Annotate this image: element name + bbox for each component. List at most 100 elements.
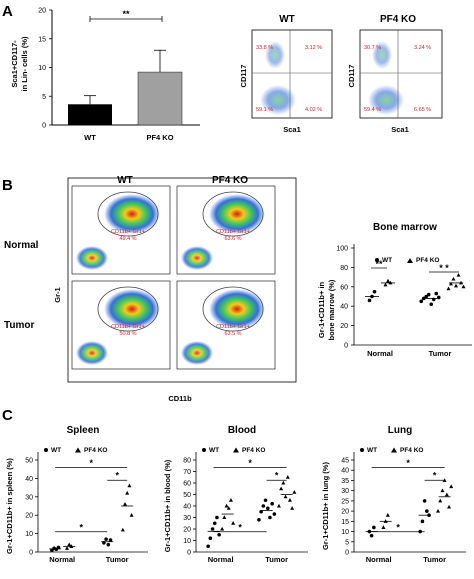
bm-legend-wt: WT [382, 257, 392, 264]
q-bl-pf4ko: 59.4 % [364, 107, 381, 113]
q-br-wt: 4.02 % [305, 107, 322, 113]
panel-a-ylabel-2: in Lin- cells (%) [20, 36, 29, 92]
x-label-normal: Normal [49, 555, 75, 564]
data-point-pf4ko [290, 506, 295, 510]
data-point-pf4ko [231, 521, 236, 525]
data-point-pf4ko [220, 526, 225, 531]
gate-label: CD11b+ Gr1+ [216, 324, 250, 330]
data-point-pf4ko [127, 483, 132, 488]
legend-marker-pf4ko [233, 447, 239, 453]
legend-marker-wt [44, 448, 48, 452]
y-tick: 70 [183, 469, 191, 476]
legend-pf4ko: PF4 KO [84, 447, 107, 454]
data-point-wt [425, 509, 429, 513]
x-label-normal: Normal [366, 555, 392, 564]
y-tick: 35 [341, 478, 349, 485]
data-point-pf4ko [456, 272, 461, 277]
data-point-wt [206, 544, 210, 549]
data-point-pf4ko [125, 490, 130, 495]
panel-b-flow-grid: WT PF4 KO Normal Tumor Gr-1 CD11b CD11b+… [4, 175, 297, 403]
panel-a-flow-pf4ko: PF4 KO 30.7 % 3.24 % 59.4 % 6.65 % CD117… [347, 14, 443, 134]
data-point-wt [372, 525, 376, 530]
data-point-pf4ko [383, 282, 388, 287]
sig-star: * [406, 458, 410, 468]
gate-plot: CD11b+ Gr1+63.6 % [176, 185, 276, 275]
chart-title: Lung [388, 425, 412, 436]
data-point-pf4ko [224, 503, 229, 508]
y-tick-label: 5 [42, 94, 46, 101]
x-label-pf4ko: PF4 KO [146, 133, 173, 142]
data-point-pf4ko [436, 508, 441, 513]
gate-value: 63.6 % [224, 236, 241, 242]
data-point-wt [56, 545, 61, 550]
legend-wt: WT [51, 447, 61, 454]
data-point-wt [257, 518, 261, 522]
bm-legend-pf4ko: PF4 KO [416, 257, 439, 264]
data-point-wt [217, 532, 221, 537]
data-point-pf4ko [454, 283, 458, 288]
x-label-normal: Normal [208, 555, 234, 564]
panel-a-letter: A [2, 3, 13, 20]
col-title-pf4ko: PF4 KO [212, 175, 248, 186]
data-point-pf4ko [285, 475, 290, 479]
x-label-tumor: Tumor [106, 555, 129, 564]
sig-a: ** [122, 9, 130, 19]
x-label-tumor: Tumor [265, 555, 288, 564]
col-title-wt: WT [117, 175, 133, 186]
data-point-wt [426, 292, 431, 297]
sig-star: * [275, 471, 279, 481]
data-point-pf4ko [438, 498, 443, 503]
bm-ylabel-1: Gr-1+CD11b+ in [317, 281, 326, 338]
data-point-wt [108, 538, 113, 542]
data-point-pf4ko [129, 513, 134, 517]
y-tick: 10 [341, 529, 349, 536]
panel-a-ylabel-1: Sca1+CD117- [10, 40, 19, 88]
chart-ylabel: Gr-1+CD11b+ in lung (%) [321, 462, 330, 550]
data-point-wt [367, 298, 372, 303]
y-tick-label: 10 [38, 65, 46, 72]
bm-ylabel-2: bone marrow (%) [327, 279, 336, 340]
gate-circle [97, 286, 159, 332]
q-tl-wt: 33.8 % [256, 45, 273, 51]
bm-x-tumor: Tumor [429, 349, 452, 358]
data-point-pf4ko [386, 278, 390, 283]
y-tick: 40 [25, 476, 33, 483]
legend-pf4ko: PF4 KO [242, 447, 265, 454]
q-tr-wt: 3.12 % [305, 45, 322, 51]
y-tick: 10 [183, 538, 191, 545]
bm-x-normal: Normal [367, 349, 393, 358]
flow-ylabel-pf4ko: CD117 [347, 65, 356, 88]
flow-xlabel-pf4ko: Sca1 [391, 125, 409, 134]
data-point-wt [215, 515, 219, 520]
q-br-pf4ko: 6.65 % [414, 107, 431, 113]
chart-title: Spleen [67, 425, 100, 436]
data-point-wt [106, 542, 111, 547]
panel-c-lung-chart: Lung Gr-1+CD11b+ in lung (%) 0 5 10 15 20 25 30 3… [321, 425, 466, 564]
data-point-wt [272, 512, 277, 516]
data-point-pf4ko [292, 490, 297, 494]
y-tick: 40 [341, 468, 349, 475]
y-tick: 30 [341, 488, 349, 495]
panel-c-blood-chart: Blood Gr-1+CD11b+ in blood (%) 0 10 20 30 40 50… [163, 425, 308, 564]
bm-y-tick: 100 [336, 246, 348, 253]
flow-xlabel-wt: Sca1 [283, 125, 301, 134]
legend-marker-pf4ko [75, 447, 81, 453]
bone-marrow-chart: Bone marrow Gr-1+CD11b+ in bone marrow (… [317, 222, 472, 358]
data-point-pf4ko [381, 525, 386, 529]
y-tick: 20 [341, 509, 349, 516]
y-tick: 20 [183, 527, 191, 534]
data-point-pf4ko [287, 498, 292, 502]
data-point-wt [212, 521, 217, 526]
bm-y-tick: 80 [340, 265, 348, 272]
flow-b-ylabel: Gr-1 [53, 287, 62, 302]
gate-value: 50.8 % [119, 331, 136, 337]
sig-star: * [433, 471, 437, 481]
legend-marker-wt [360, 448, 364, 452]
gate-plot: CD11b+ Gr1+63.5 % [176, 280, 276, 370]
data-point-wt [429, 302, 434, 307]
gate-circle [97, 191, 159, 237]
legend-wt: WT [209, 447, 219, 454]
y-tick-label: 20 [38, 8, 46, 15]
bar-pf4ko [137, 71, 183, 126]
sig-star: * [238, 522, 242, 532]
